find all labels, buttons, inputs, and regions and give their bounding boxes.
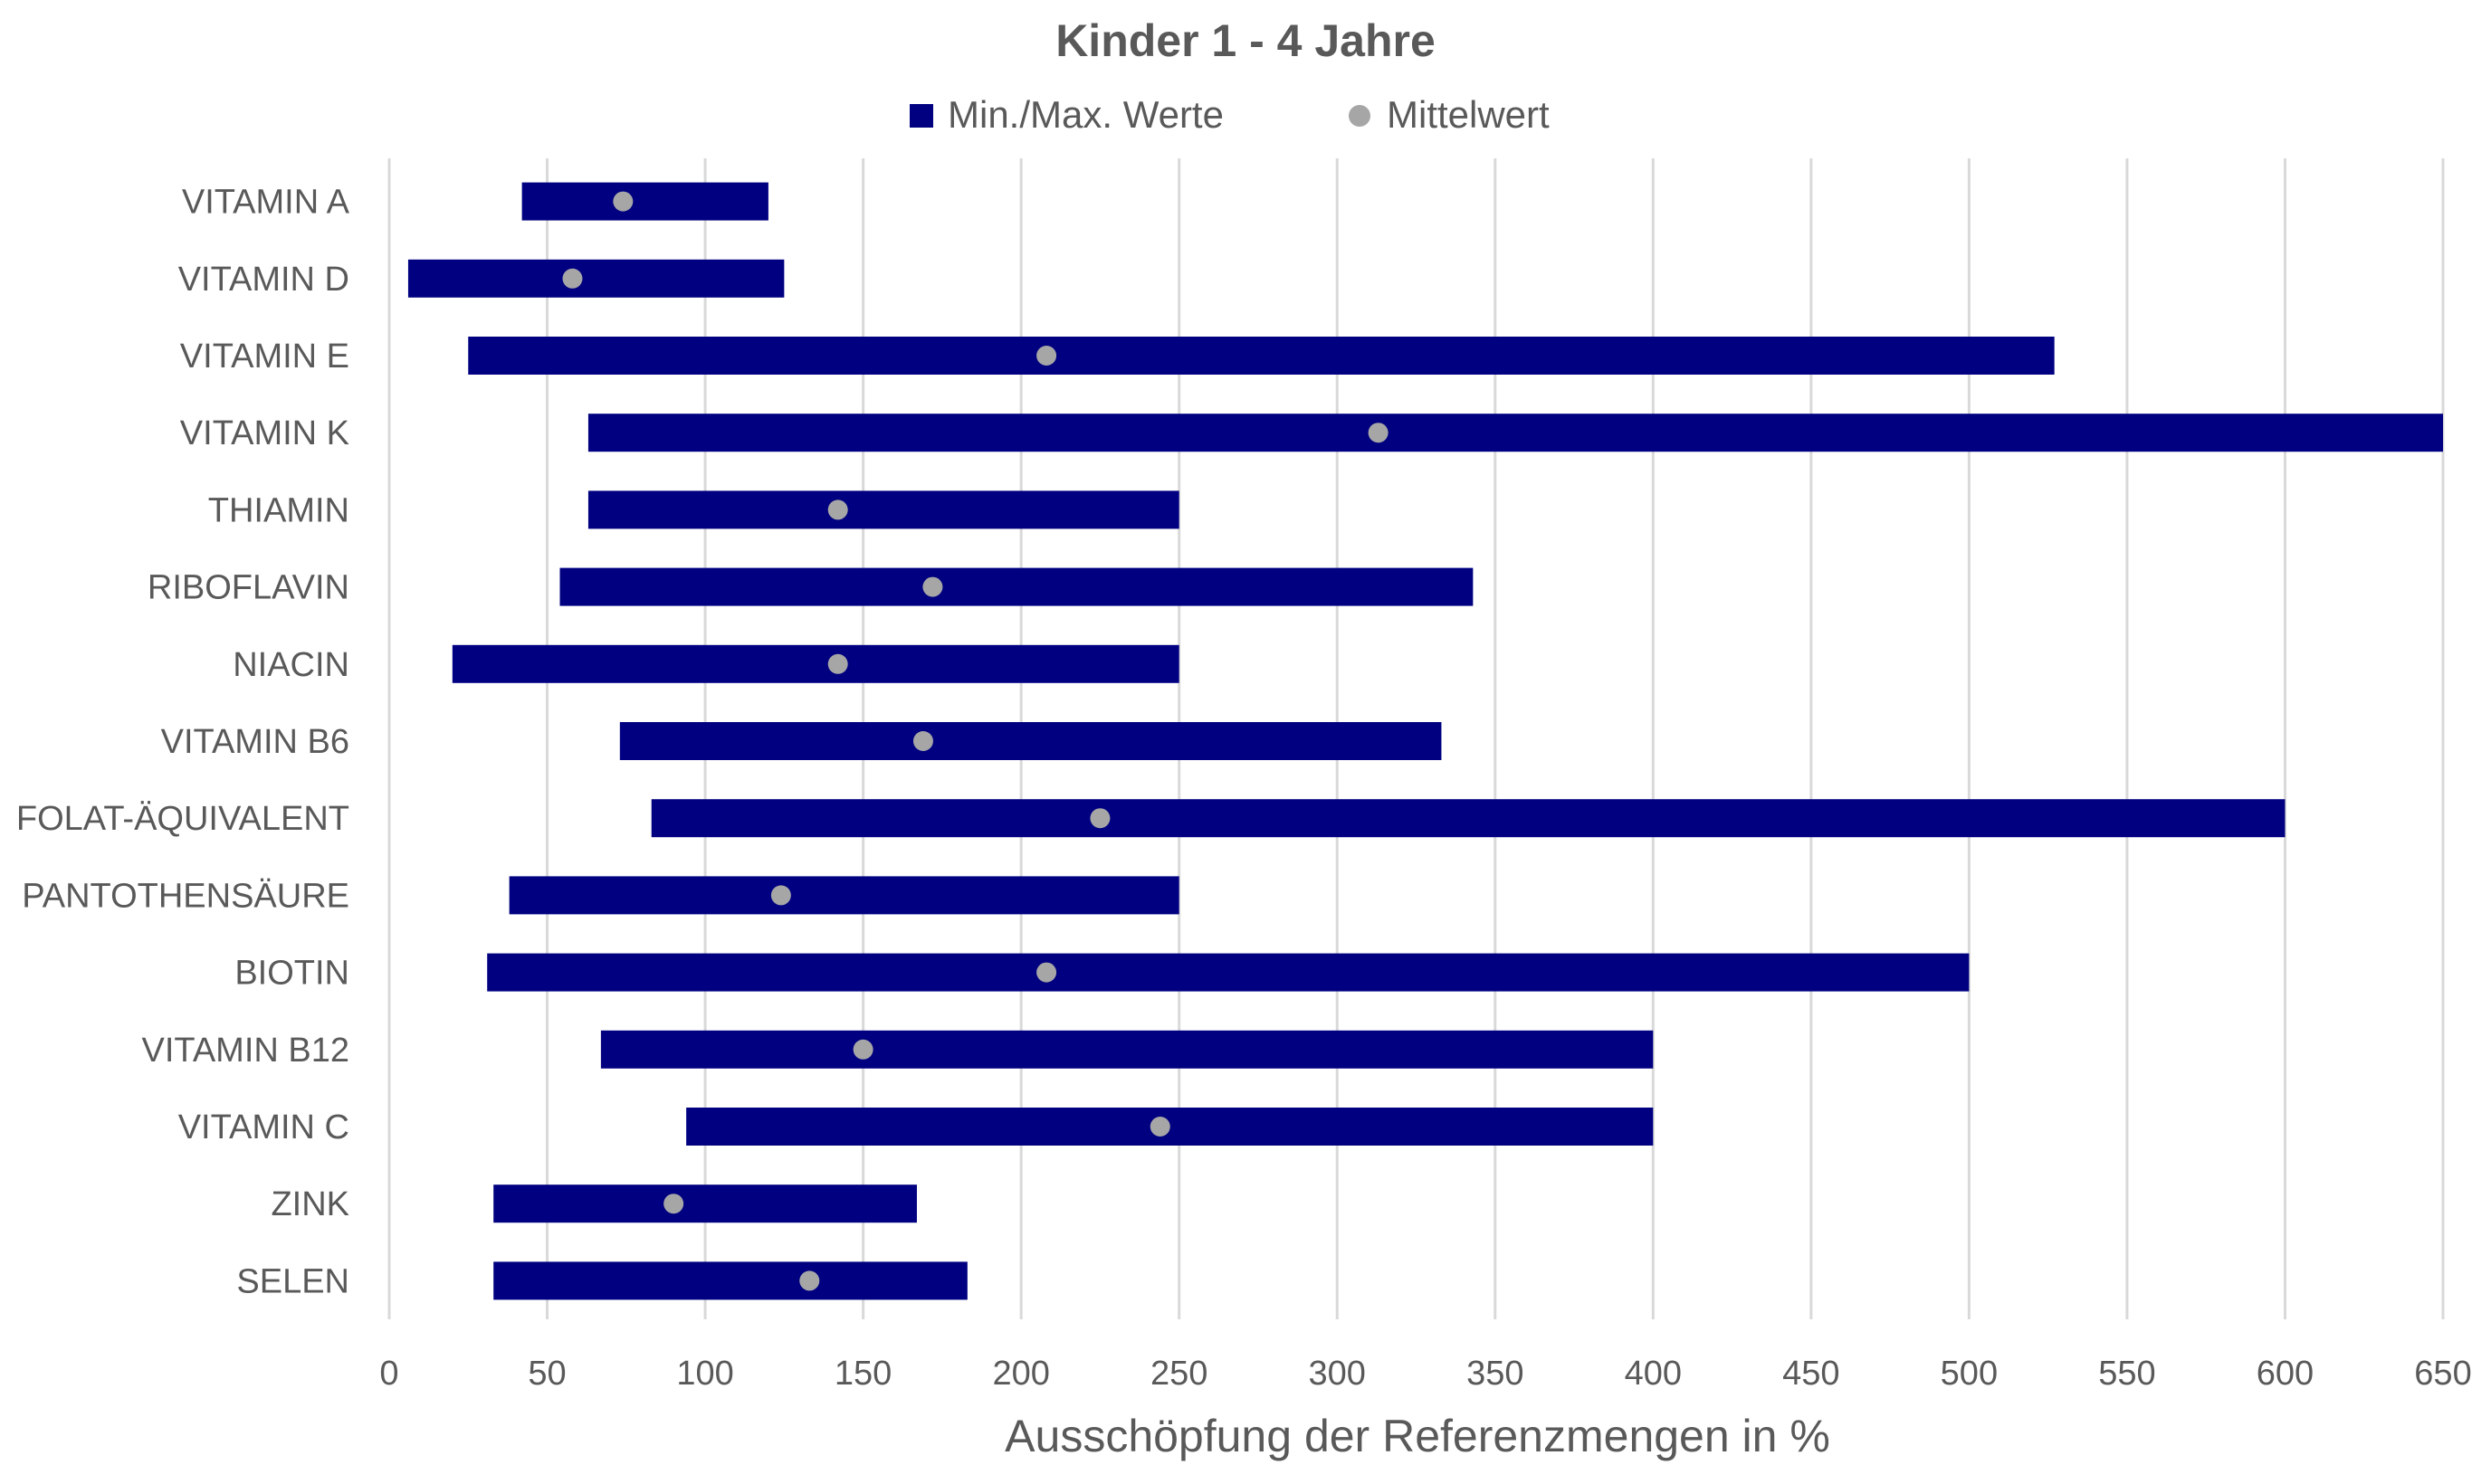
mean-marker bbox=[562, 268, 583, 289]
mean-marker bbox=[827, 653, 848, 674]
category-label: SELEN bbox=[236, 1262, 349, 1300]
category-label: RIBOFLAVIN bbox=[148, 569, 349, 607]
x-tick-label: 600 bbox=[2257, 1355, 2314, 1393]
category-label: PANTOTHENSÄURE bbox=[22, 877, 349, 915]
legend-swatch-range bbox=[910, 104, 933, 128]
x-tick-label: 250 bbox=[1150, 1355, 1207, 1393]
x-tick-label: 550 bbox=[2098, 1355, 2155, 1393]
range-bar bbox=[651, 799, 2286, 838]
category-label: VITAMIN B12 bbox=[142, 1032, 349, 1070]
mean-marker bbox=[799, 1270, 820, 1291]
x-tick-label: 100 bbox=[676, 1355, 733, 1393]
category-label: NIACIN bbox=[233, 646, 349, 684]
chart-title: Kinder 1 - 4 Jahre bbox=[1055, 15, 1436, 66]
x-tick-label: 400 bbox=[1625, 1355, 1682, 1393]
range-bar bbox=[407, 259, 785, 298]
mean-marker bbox=[922, 576, 943, 597]
mean-marker bbox=[613, 191, 634, 212]
x-tick-label: 150 bbox=[835, 1355, 892, 1393]
category-label: FOLAT-ÄQUIVALENT bbox=[16, 800, 349, 838]
mean-marker bbox=[827, 499, 848, 520]
category-label: VITAMIN D bbox=[178, 261, 349, 299]
category-label: ZINK bbox=[271, 1185, 349, 1223]
range-bars bbox=[407, 182, 2443, 1300]
range-bar bbox=[521, 182, 768, 221]
x-tick-label: 200 bbox=[992, 1355, 1049, 1393]
mean-marker bbox=[1036, 962, 1057, 983]
x-tick-label: 450 bbox=[1782, 1355, 1839, 1393]
x-tick-label: 500 bbox=[1941, 1355, 1998, 1393]
range-bar bbox=[587, 490, 1179, 529]
range-bar bbox=[600, 1030, 1654, 1069]
range-bar bbox=[493, 1261, 968, 1300]
range-bar bbox=[468, 337, 2055, 375]
x-tick-label: 350 bbox=[1466, 1355, 1523, 1393]
legend-swatch-mean bbox=[1349, 105, 1370, 127]
y-category-labels: VITAMIN A VITAMIN D VITAMIN E VITAMIN K THIA… bbox=[16, 184, 350, 1301]
category-label: VITAMIN E bbox=[180, 338, 349, 376]
category-label: VITAMIN B6 bbox=[161, 723, 349, 761]
legend-label-mean: Mittelwert bbox=[1387, 93, 1550, 136]
range-bar bbox=[587, 414, 2443, 452]
x-axis-label: Ausschöpfung der Referenzmengen in % bbox=[1005, 1411, 1830, 1461]
legend: Min./Max. Werte Mittelwert bbox=[910, 93, 1550, 136]
mean-markers bbox=[562, 191, 1389, 1291]
x-tick-label: 50 bbox=[528, 1355, 566, 1393]
range-bar bbox=[487, 953, 1970, 992]
mean-marker bbox=[853, 1039, 873, 1060]
mean-marker bbox=[1036, 346, 1057, 366]
category-label: THIAMIN bbox=[208, 491, 349, 529]
range-bar bbox=[509, 876, 1179, 915]
mean-marker bbox=[770, 885, 791, 906]
x-tick-label: 300 bbox=[1309, 1355, 1366, 1393]
x-tick-label: 650 bbox=[2414, 1355, 2471, 1393]
x-tick-labels: 0 50 100 150 200 250 300 350 400 450 500 550 600 650 bbox=[379, 1355, 2471, 1393]
category-label: VITAMIN K bbox=[180, 414, 349, 452]
x-tick-label: 0 bbox=[379, 1355, 398, 1393]
mean-marker bbox=[912, 731, 933, 751]
category-label: VITAMIN C bbox=[178, 1108, 349, 1146]
range-bar bbox=[493, 1184, 917, 1223]
mean-marker bbox=[1368, 423, 1389, 443]
mean-marker bbox=[663, 1194, 684, 1214]
range-bar bbox=[452, 644, 1179, 683]
category-label: VITAMIN A bbox=[182, 184, 350, 222]
legend-label-range: Min./Max. Werte bbox=[948, 93, 1224, 136]
range-bar bbox=[619, 722, 1442, 760]
category-label: BIOTIN bbox=[234, 955, 349, 993]
mean-marker bbox=[1090, 808, 1111, 829]
mean-marker bbox=[1150, 1117, 1170, 1137]
range-bar bbox=[559, 567, 1474, 606]
